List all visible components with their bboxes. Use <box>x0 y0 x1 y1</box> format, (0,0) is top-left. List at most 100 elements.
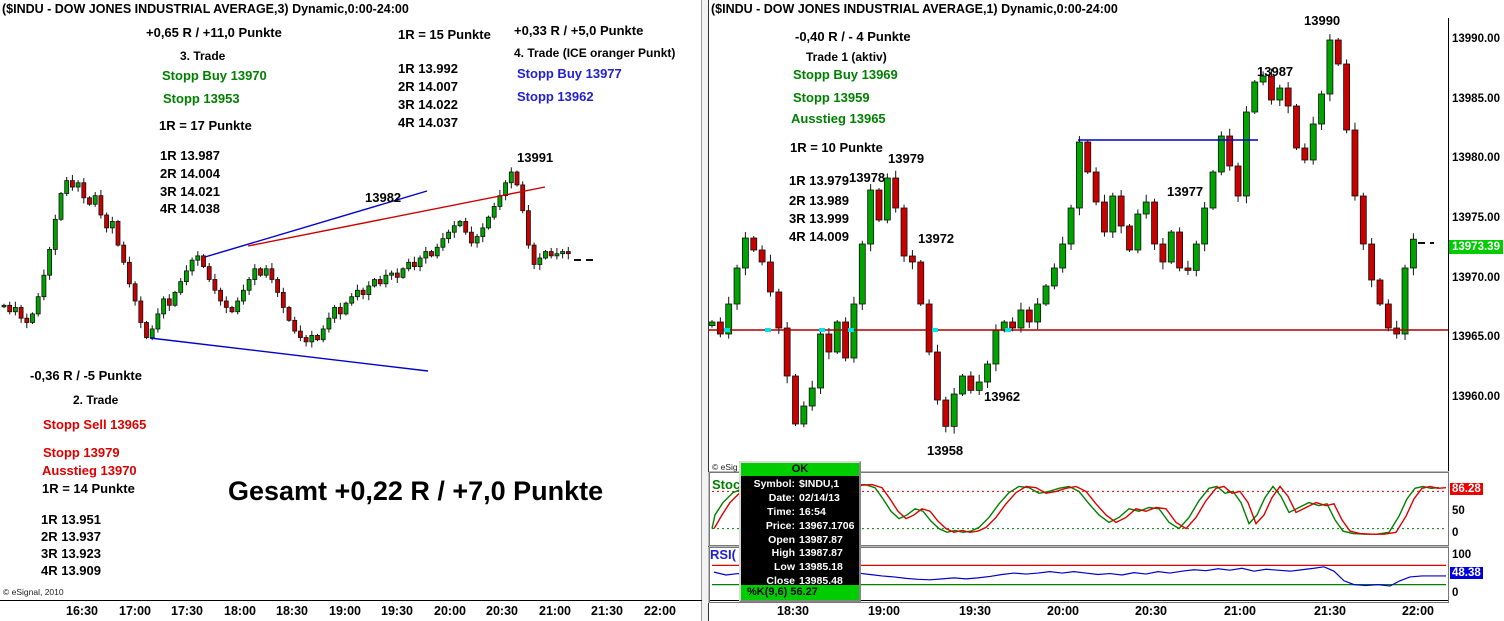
time-axis-tick: 20:00 <box>434 604 466 618</box>
candle-body <box>1293 105 1300 149</box>
candle-body <box>41 274 47 298</box>
candle-body <box>883 177 891 221</box>
candle-body <box>1167 231 1175 263</box>
candle-body <box>1359 195 1367 245</box>
tooltip-row-value: 16:54 <box>799 505 826 518</box>
trendline[interactable] <box>247 186 546 247</box>
time-axis-tick: 19:00 <box>868 604 900 618</box>
tooltip-row-label: Symbol: <box>753 478 795 490</box>
candle-body <box>1334 39 1342 65</box>
line-selection-handle[interactable] <box>724 328 730 332</box>
candle-body <box>967 375 975 391</box>
annotation-label: -0,40 R / - 4 Punkte <box>795 29 911 44</box>
annotation-label: Stopp Buy 13969 <box>793 67 898 82</box>
esignal-copyright: © eSignal, 2010 <box>3 587 64 597</box>
tooltip-row-value: 13967.1706 <box>799 519 855 532</box>
annotation-label: Stopp 13962 <box>517 89 594 104</box>
candle-body <box>531 244 537 265</box>
annotation-label: 13979 <box>888 151 925 166</box>
candle-body <box>109 221 115 229</box>
annotation-label: 1R 13.951 <box>41 512 101 527</box>
tooltip-row: Low 13985.18 <box>741 561 859 575</box>
candle-body <box>1134 213 1142 251</box>
line-selection-handle[interactable] <box>1005 328 1011 332</box>
candle-body <box>909 255 916 263</box>
time-axis-tick: 19:30 <box>959 604 991 618</box>
candle-body <box>389 272 395 276</box>
candle-body <box>1326 39 1334 95</box>
candle-body <box>716 321 724 335</box>
candle-body <box>92 195 98 205</box>
time-axis-tick: 18:00 <box>224 604 256 618</box>
candle-body <box>132 283 138 302</box>
rsi-study-label[interactable]: RSI( <box>710 547 736 562</box>
candle-body <box>1410 238 1417 269</box>
candle-body <box>959 375 966 395</box>
annotation-label: 13962 <box>984 389 1021 404</box>
candle-body <box>35 296 41 315</box>
candle-body <box>742 237 749 269</box>
candle-body <box>554 253 560 257</box>
candle-body <box>70 180 75 188</box>
panel-divider[interactable] <box>701 0 709 621</box>
candle-body <box>1151 201 1158 245</box>
candle-body <box>206 266 212 280</box>
candle-body <box>565 251 571 255</box>
trendline[interactable] <box>204 190 428 258</box>
trendline[interactable] <box>149 337 429 372</box>
tooltip-row: Symbol: $INDU,1 <box>741 478 859 492</box>
candle-body <box>1076 141 1083 209</box>
stochastic-study-label[interactable]: Stoc <box>712 477 741 492</box>
tooltip-row: Time: 16:54 <box>741 506 859 520</box>
candle-body <box>543 251 548 259</box>
price-axis-tick: 13975.00 <box>1452 212 1500 224</box>
candle-body <box>925 303 933 353</box>
annotation-label: 1R = 17 Punkte <box>159 118 252 133</box>
candle-body <box>30 313 35 323</box>
annotation-label: 1R 13.979 <box>789 173 849 188</box>
candle-body <box>792 375 799 425</box>
annotation-label: 13982 <box>365 190 402 205</box>
annotation-label: 3R 14.022 <box>398 97 458 112</box>
candle-body <box>229 307 235 313</box>
annotation-label: 2R 13.937 <box>41 529 101 544</box>
line-selection-handle[interactable] <box>765 328 771 332</box>
candle-body <box>411 261 417 267</box>
indicator-scale-tick: 50 <box>1452 505 1465 517</box>
candle-body <box>1268 75 1275 101</box>
line-selection-handle[interactable] <box>819 328 825 332</box>
candle-body <box>121 244 127 263</box>
candle-body <box>252 268 258 280</box>
line-selection-handle[interactable] <box>932 328 938 332</box>
tooltip-row: Open 13987.87 <box>741 534 859 548</box>
esignal-watermark: © eSig <box>712 462 738 472</box>
candle-body <box>1142 201 1150 215</box>
candle-body <box>526 210 531 246</box>
candle-body <box>548 251 554 257</box>
candle-body <box>183 270 189 283</box>
candle-body <box>1101 201 1108 233</box>
candle-body <box>400 268 406 278</box>
candle-body <box>1401 267 1409 335</box>
right-time-axis-line <box>708 600 1448 601</box>
candle-body <box>280 291 286 308</box>
annotation-label: 2R 14.007 <box>398 79 458 94</box>
annotation-label: 13990 <box>1304 13 1341 28</box>
candle-body <box>212 279 218 291</box>
annotation-label: 3R 13.923 <box>41 546 101 561</box>
annotation-label: 1R 13.987 <box>160 148 220 163</box>
line-selection-handle[interactable] <box>848 328 854 332</box>
candle-body <box>18 307 24 319</box>
candle-body <box>950 393 958 427</box>
annotation-label: +0,33 R / +5,0 Punkte <box>514 23 644 38</box>
annotation-label: 13978 <box>849 170 886 185</box>
candle-body <box>434 246 440 257</box>
candle-body <box>360 289 366 295</box>
candle-body <box>934 351 941 401</box>
annotation-label: 1R = 14 Punkte <box>42 481 135 496</box>
ok-button[interactable]: OK <box>741 463 859 476</box>
candle-body <box>808 387 816 407</box>
candle-body <box>486 216 491 229</box>
candle-body <box>161 298 167 315</box>
indicator-scale-tick: 100 <box>1452 549 1472 561</box>
